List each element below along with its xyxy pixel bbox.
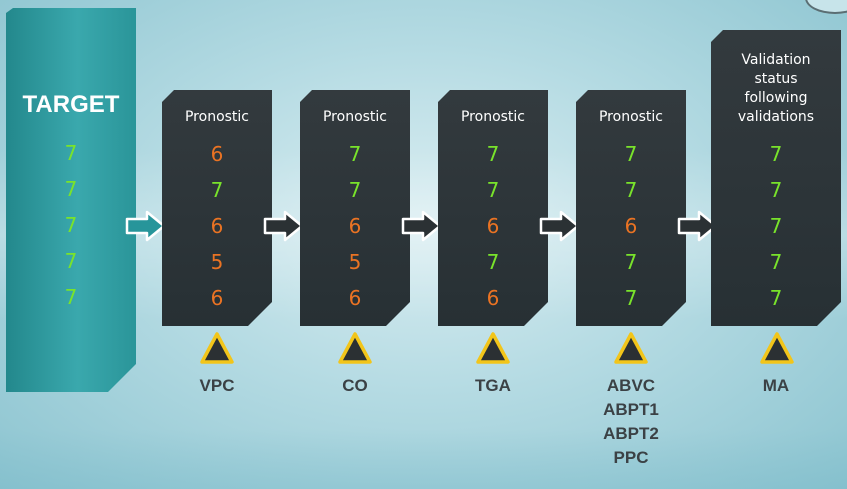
stage-value: 6 <box>486 286 500 310</box>
final-value: 7 <box>769 214 783 238</box>
final-title-line: validations <box>737 109 815 125</box>
stage-label-group: TGA <box>438 374 548 398</box>
stage-card-co: Pronostic 7 7 6 5 6 <box>300 90 410 326</box>
stage-label: CO <box>342 376 368 395</box>
stage-value: 7 <box>486 178 500 202</box>
stage-label-group: MA <box>721 374 831 398</box>
flow-arrow-icon <box>677 210 718 242</box>
stage-value: 6 <box>210 214 224 238</box>
flow-arrow-icon <box>125 210 166 242</box>
target-values: 7 7 7 7 7 <box>6 142 136 322</box>
target-value: 7 <box>64 213 78 237</box>
final-status-card: Validation status following validations … <box>711 30 841 326</box>
stage-label: MA <box>762 376 790 395</box>
stage-value: 6 <box>210 286 224 310</box>
final-title: Validation status following validations <box>711 51 841 127</box>
stage-value: 5 <box>348 250 362 274</box>
stage-value: 7 <box>348 178 362 202</box>
stage-value: 6 <box>348 286 362 310</box>
target-value: 7 <box>64 285 78 309</box>
flow-arrow-icon <box>263 210 304 242</box>
stage-label: ABPT1 <box>603 400 659 419</box>
stage-card-vpc: Pronostic 6 7 6 5 6 <box>162 90 272 326</box>
final-value: 7 <box>769 250 783 274</box>
final-title-line: Validation <box>741 52 811 68</box>
stage-value: 7 <box>624 142 638 166</box>
stage-title: Pronostic <box>322 109 388 125</box>
stage-title: Pronostic <box>460 109 526 125</box>
stage-value: 7 <box>624 178 638 202</box>
flow-arrow-icon <box>539 210 580 242</box>
target-panel: TARGET 7 7 7 7 7 <box>6 8 136 392</box>
stage-value: 7 <box>486 250 500 274</box>
target-value: 7 <box>64 249 78 273</box>
stage-label: ABPT2 <box>603 424 659 443</box>
final-value: 7 <box>769 286 783 310</box>
warning-triangle-icon <box>614 332 648 364</box>
stage-label-group: ABVC ABPT1 ABPT2 PPC <box>576 374 686 470</box>
stage-value: 7 <box>624 286 638 310</box>
final-title-line: status <box>754 71 798 87</box>
stage-label: VPC <box>199 376 235 395</box>
warning-triangle-icon <box>760 332 794 364</box>
stage-label-group: VPC <box>162 374 272 398</box>
stage-title: Pronostic <box>184 109 250 125</box>
stage-value: 5 <box>210 250 224 274</box>
stage-title: Pronostic <box>598 109 664 125</box>
stage-card-abvc: Pronostic 7 7 6 7 7 <box>576 90 686 326</box>
warning-triangle-icon <box>200 332 234 364</box>
stage-value: 6 <box>486 214 500 238</box>
corner-button[interactable] <box>805 0 847 14</box>
stage-label: ABVC <box>606 376 656 395</box>
stage-value: 7 <box>624 250 638 274</box>
target-value: 7 <box>64 141 78 165</box>
final-value: 7 <box>769 178 783 202</box>
stage-card-tga: Pronostic 7 7 6 7 6 <box>438 90 548 326</box>
target-value: 7 <box>64 177 78 201</box>
stage-value: 6 <box>210 142 224 166</box>
stage-value: 6 <box>348 214 362 238</box>
stage-value: 7 <box>486 142 500 166</box>
final-title-line: following <box>744 90 808 106</box>
stage-value: 7 <box>210 178 224 202</box>
warning-triangle-icon <box>338 332 372 364</box>
warning-triangle-icon <box>476 332 510 364</box>
stage-label: PPC <box>613 448 649 467</box>
stage-label: TGA <box>475 376 511 395</box>
stage-value: 6 <box>624 214 638 238</box>
stage-value: 7 <box>348 142 362 166</box>
flow-arrow-icon <box>401 210 442 242</box>
final-value: 7 <box>769 142 783 166</box>
stage-label-group: CO <box>300 374 410 398</box>
target-title: TARGET <box>22 91 120 118</box>
